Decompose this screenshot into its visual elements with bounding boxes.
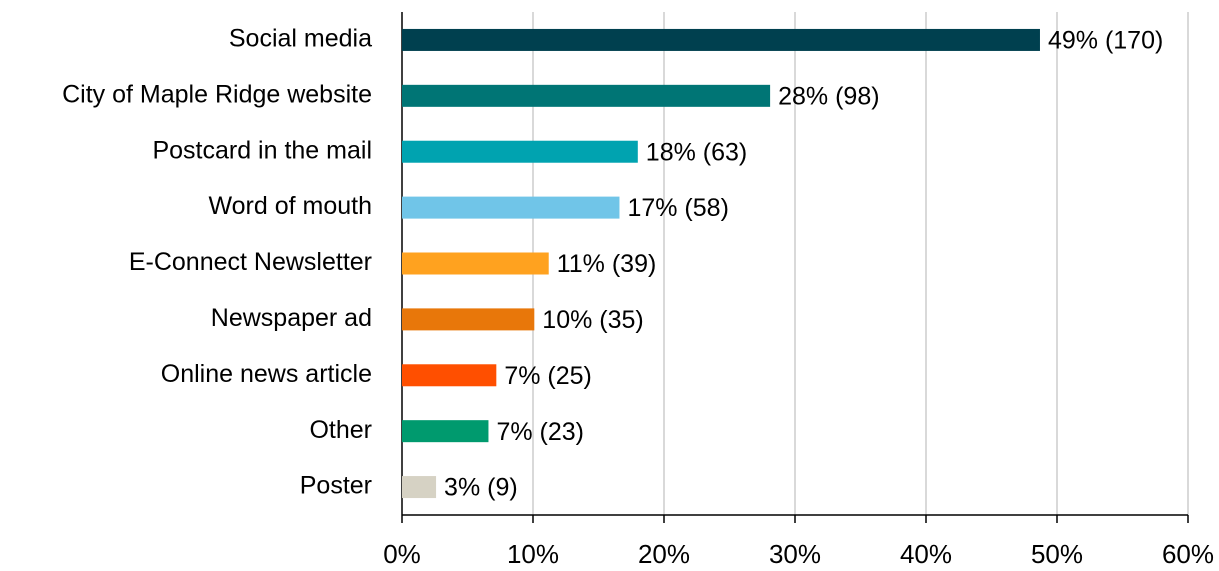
data-label: 17% (58) xyxy=(627,194,728,222)
bar xyxy=(402,196,620,219)
y-tick-label: Postcard in the mail xyxy=(152,136,372,164)
x-tick-label: 60% xyxy=(1162,539,1214,569)
data-label: 18% (63) xyxy=(646,138,747,166)
data-label: 7% (25) xyxy=(504,362,592,390)
data-label: 3% (9) xyxy=(444,474,518,502)
y-tick-label: Word of mouth xyxy=(208,192,372,220)
y-tick-label: Poster xyxy=(300,472,372,500)
x-tick-label: 40% xyxy=(900,539,952,569)
y-tick-label: E-Connect Newsletter xyxy=(129,248,372,276)
y-tick-label: Newspaper ad xyxy=(211,304,372,332)
x-tick-label: 20% xyxy=(638,539,690,569)
y-tick-label: Other xyxy=(309,416,372,444)
bar xyxy=(402,140,638,163)
x-tick-label: 50% xyxy=(1031,539,1083,569)
y-tick-label: City of Maple Ridge website xyxy=(62,80,372,108)
bar xyxy=(402,364,497,387)
data-label: 10% (35) xyxy=(542,306,643,334)
bar xyxy=(402,28,1040,51)
data-label: 7% (23) xyxy=(496,418,584,446)
x-tick-label: 10% xyxy=(507,539,559,569)
x-tick-label: 30% xyxy=(769,539,821,569)
y-tick-label: Social media xyxy=(229,25,372,53)
x-tick-label: 0% xyxy=(383,539,421,569)
bar xyxy=(402,84,771,107)
y-tick-label: Online news article xyxy=(161,360,372,388)
data-label: 49% (170) xyxy=(1048,27,1163,55)
data-label: 11% (39) xyxy=(557,250,657,278)
bar xyxy=(402,420,489,443)
bar xyxy=(402,252,549,275)
bar xyxy=(402,308,535,331)
bar xyxy=(402,476,437,499)
data-label: 28% (98) xyxy=(778,82,879,110)
